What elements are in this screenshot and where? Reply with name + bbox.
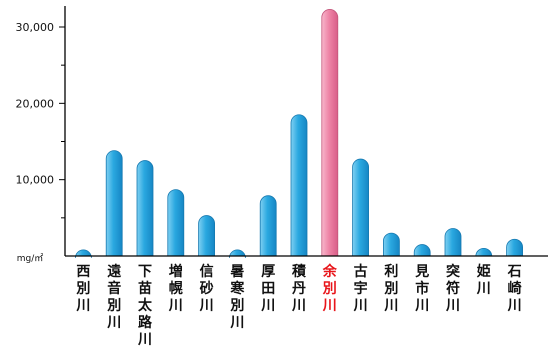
bar-遠音別川	[105, 150, 123, 257]
category-label: 増幌川	[168, 263, 183, 314]
bar-余別川	[321, 9, 339, 257]
bar-暑寒別川	[229, 249, 246, 258]
category-label: 利別川	[383, 263, 398, 314]
category-label: 古宇川	[353, 263, 368, 314]
category-label: 積丹川	[291, 263, 307, 314]
bar-増幌川	[167, 189, 185, 257]
category-label: 暑寒別川	[229, 264, 245, 331]
bar-厚田川	[259, 195, 277, 257]
bars-group	[75, 9, 523, 258]
bar-信砂川	[198, 215, 215, 257]
y-tick-label: 10,000	[16, 174, 55, 187]
category-label: 突符川	[445, 263, 460, 314]
bar-姫川	[475, 248, 493, 257]
bar-古宇川	[352, 158, 369, 257]
category-label: 厚田川	[260, 264, 275, 314]
category-label: 余別川	[322, 263, 338, 314]
bar-西別川	[75, 249, 92, 258]
category-label: 西別川	[75, 264, 90, 314]
axes-group: 10,000 20,000 30,000 mg/㎡	[16, 6, 548, 264]
bar-積丹川	[290, 114, 308, 257]
bar-突符川	[444, 228, 462, 257]
bar-利別川	[383, 232, 400, 257]
bar-下苗太路川	[136, 160, 154, 257]
category-label: 姫川	[476, 263, 491, 297]
category-label: 遠音別川	[106, 263, 121, 331]
category-label: 見市川	[414, 264, 429, 314]
y-tick-label: 20,000	[16, 97, 55, 110]
bar-石崎川	[506, 238, 523, 257]
category-label: 信砂川	[199, 263, 214, 314]
bar-見市川	[413, 244, 431, 257]
category-label: 下苗太路川	[137, 264, 153, 348]
y-tick-label: 30,000	[16, 21, 55, 34]
unit-label: mg/㎡	[17, 253, 44, 264]
category-label: 石崎川	[507, 264, 522, 314]
